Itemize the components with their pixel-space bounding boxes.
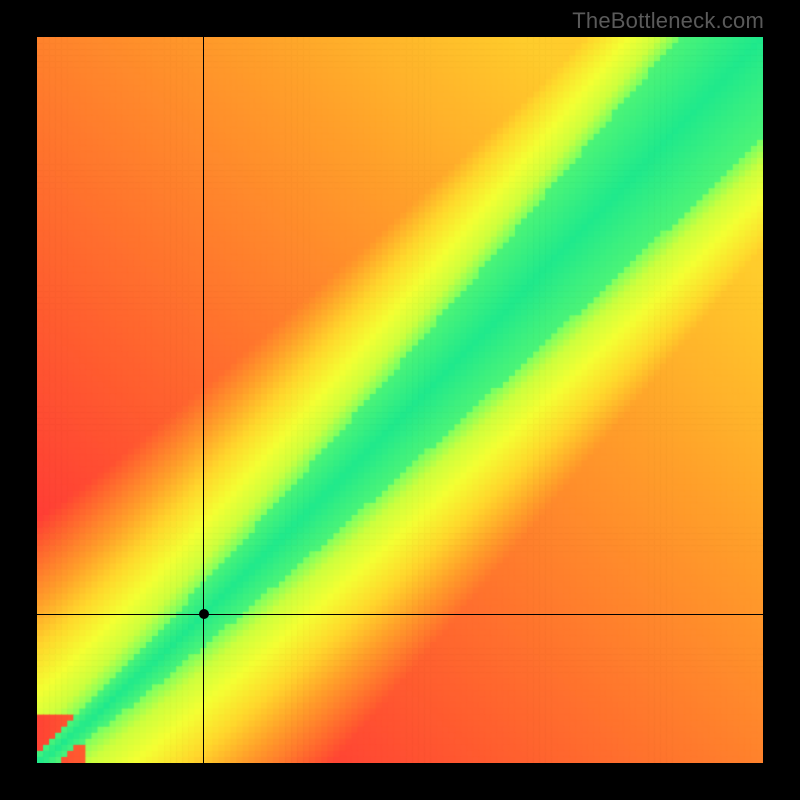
watermark-text: TheBottleneck.com	[572, 8, 764, 34]
crosshair-vertical	[203, 37, 204, 763]
heatmap-plot	[37, 37, 763, 763]
marker-dot	[199, 609, 209, 619]
crosshair-horizontal	[37, 614, 763, 615]
heatmap-canvas	[37, 37, 763, 763]
chart-frame: TheBottleneck.com	[0, 0, 800, 800]
